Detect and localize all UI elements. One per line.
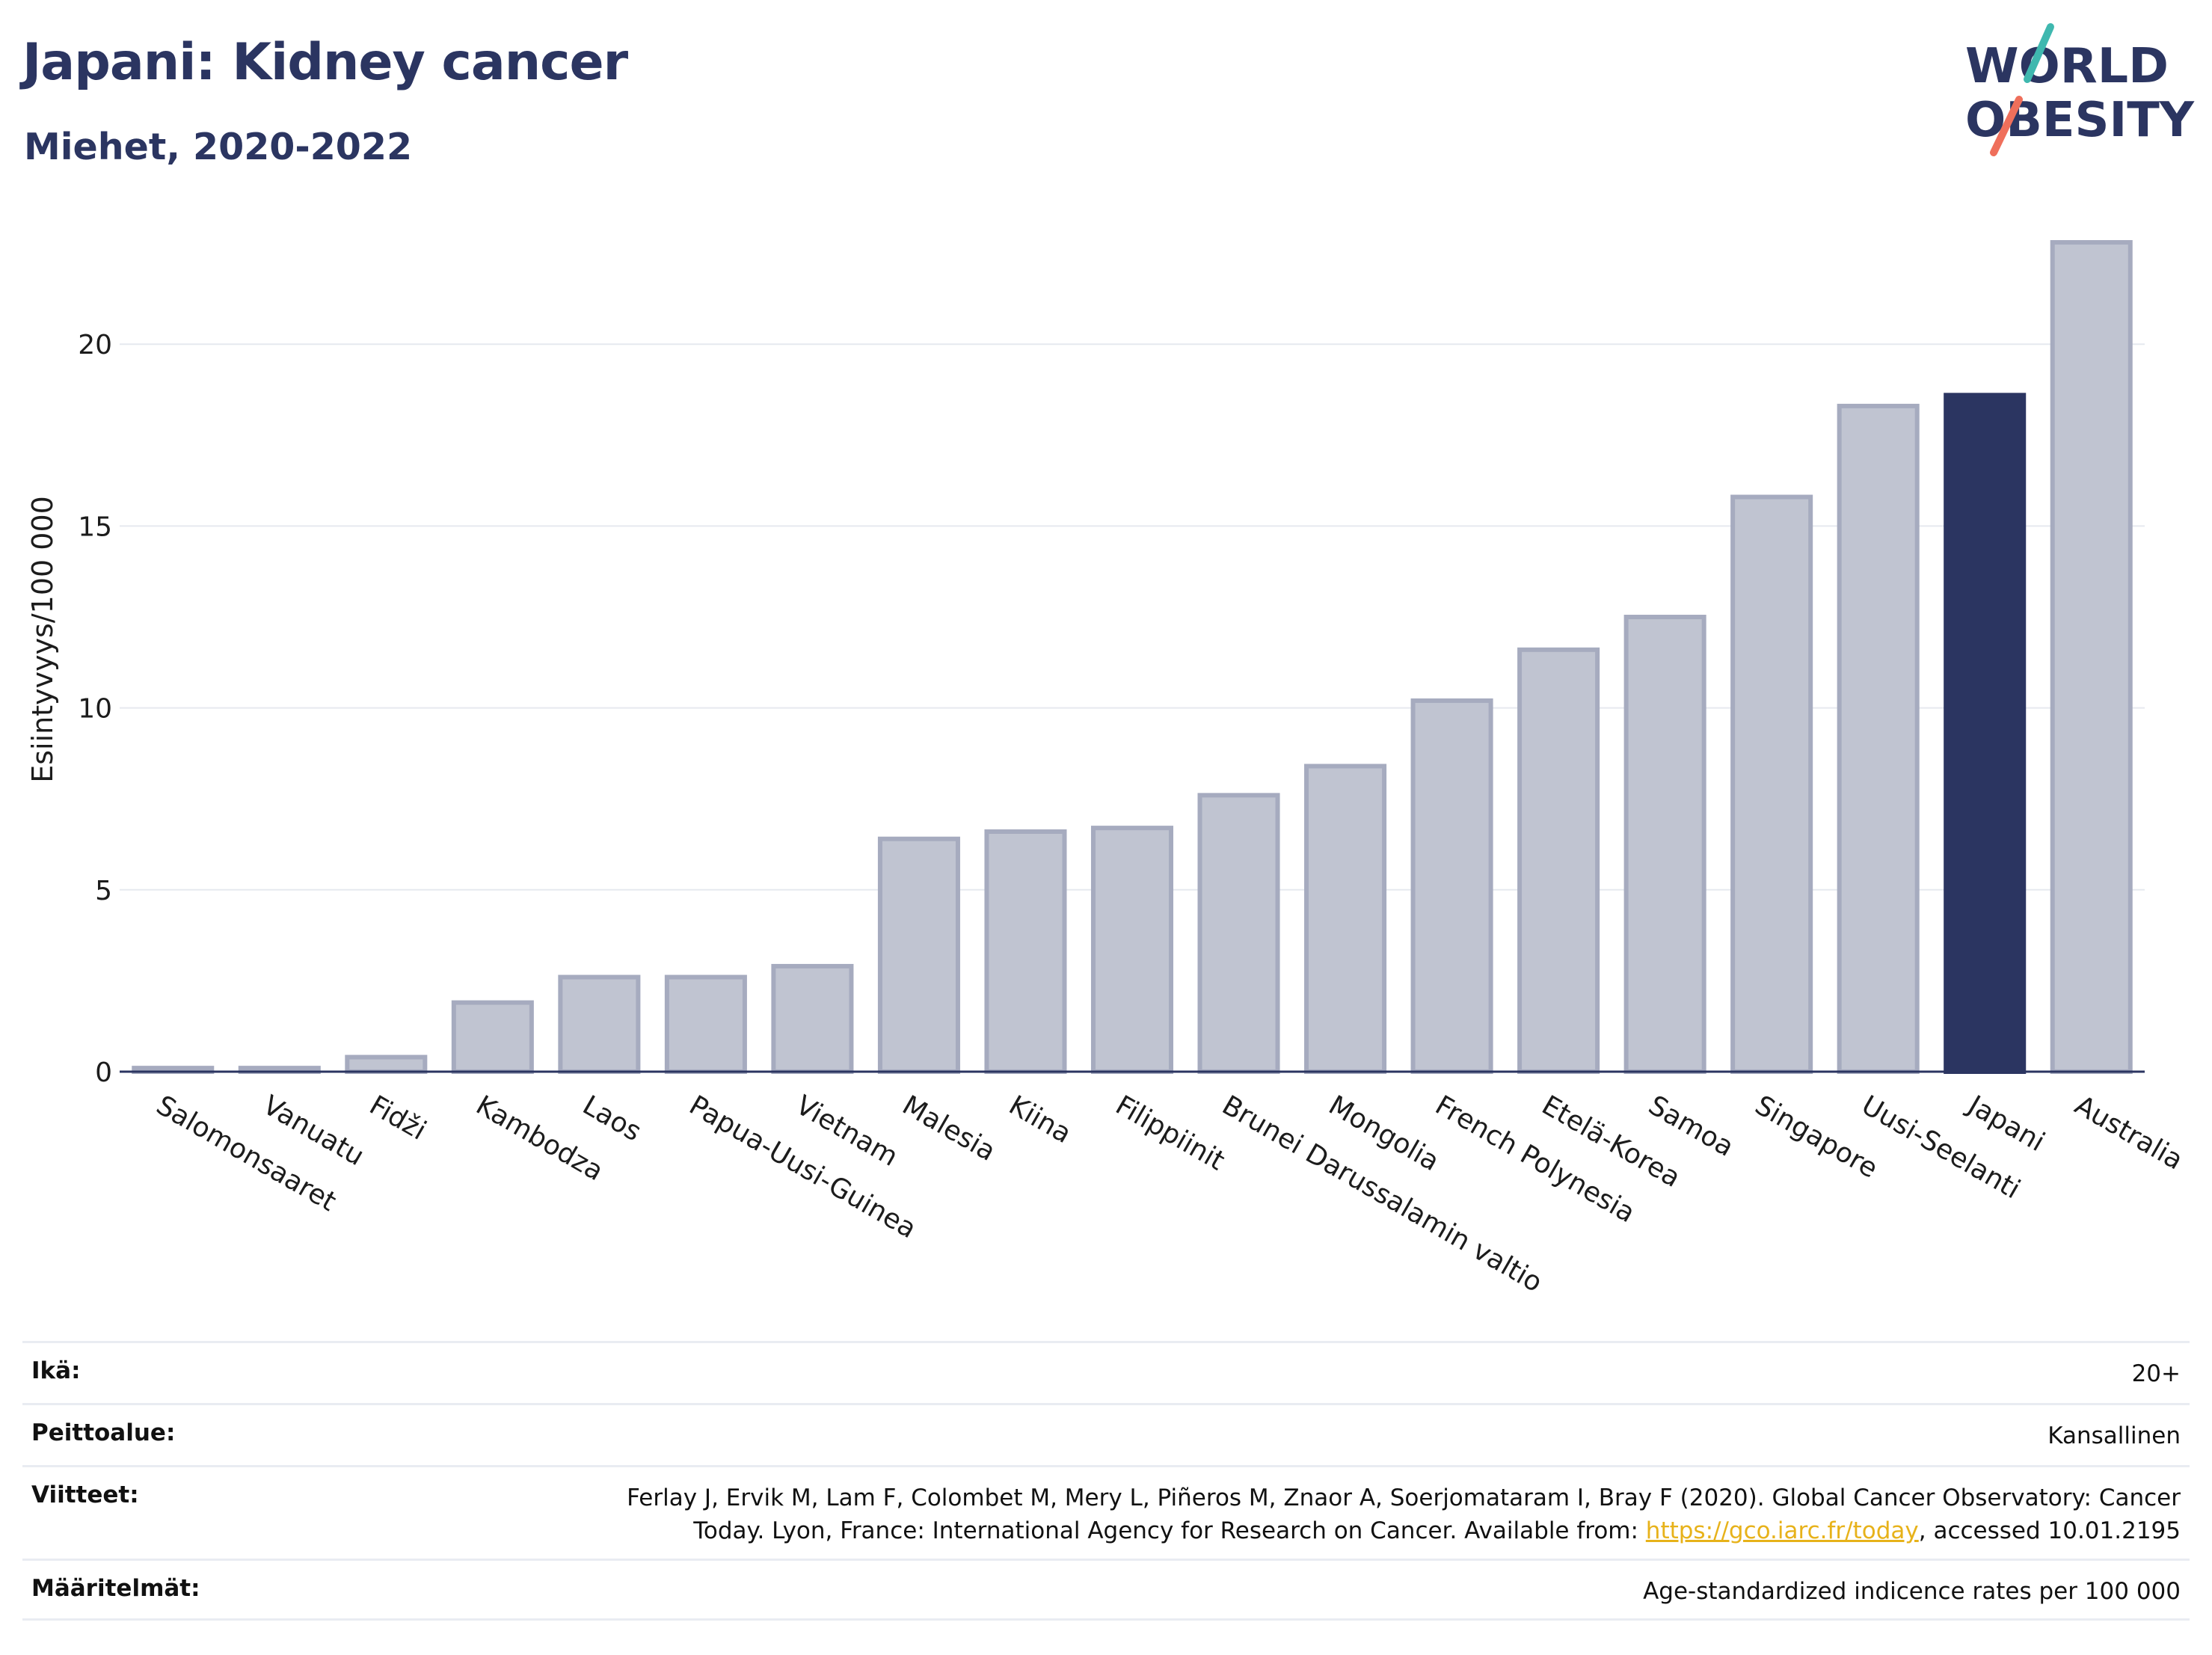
x-tick-label: Malesia [897,1090,1001,1167]
meta-row-references: Viitteet: Ferlay J, Ervik M, Lam F, Colo… [22,1465,2190,1559]
x-tick-label: Laos [577,1090,646,1147]
x-tick-label: Kiina [1004,1090,1076,1149]
coverage-label: Peittoalue: [31,1419,176,1446]
logo-slash-top [2024,23,2054,83]
meta-row-age: Ikä: 20+ [22,1341,2190,1403]
meta-row-coverage: Peittoalue: Kansallinen [22,1403,2190,1465]
bar-singapore[interactable] [1730,494,1813,1074]
bar-malesia[interactable] [877,836,960,1074]
references-text-3: , accessed 10.01.2195 [1918,1517,2181,1544]
bar-french-polynesia[interactable] [1410,698,1493,1074]
x-tick-label: Australia [2069,1090,2187,1176]
x-tick-label: French Polynesia [1430,1090,1640,1229]
y-tick-label: 15 [78,512,112,542]
meta-row-definitions: Määritelmät: Age-standardized indicence … [22,1559,2190,1621]
bar-etelä-korea[interactable] [1517,647,1600,1074]
bar-filippiinit[interactable] [1090,826,1174,1074]
references-label: Viitteet: [31,1481,139,1508]
references-value: Ferlay J, Ervik M, Lam F, Colombet M, Me… [627,1481,2181,1547]
world-obesity-logo: WORLD OBESITY [1965,23,2195,156]
age-value: 20+ [2131,1360,2181,1387]
bar-japani[interactable] [1944,393,2027,1074]
y-tick-label: 0 [95,1057,112,1088]
y-axis-label: Esiintyvyys/100 000 [26,496,59,783]
x-tick-label: Japani [1961,1089,2050,1158]
bar-uusi-seelanti[interactable] [1837,403,1920,1074]
definitions-label: Määritelmät: [31,1575,200,1602]
chart-title: Japani: Kidney cancer [22,33,628,92]
metadata-table: Ikä: 20+ Peittoalue: Kansallinen Viittee… [22,1341,2190,1621]
x-tick-label: Salomonsaaret [151,1090,341,1218]
bars [132,240,2133,1075]
references-text-1: Ferlay J, Ervik M, Lam F, Colombet M, Me… [627,1484,2181,1511]
bar-vietnam[interactable] [771,963,854,1075]
bar-brunei-darussalamin-valtio[interactable] [1197,793,1280,1074]
references-text-2: Today. Lyon, France: International Agenc… [693,1517,1646,1544]
x-tick-label: Fidži [364,1090,431,1146]
references-link[interactable]: https://gco.iarc.fr/today [1645,1517,1919,1544]
y-tick-label: 10 [78,694,112,725]
bar-samoa[interactable] [1623,615,1706,1074]
x-tick-label: Filippiinit [1110,1090,1230,1176]
logo-slash-bottom [1990,96,2023,156]
definitions-value: Age-standardized indicence rates per 100… [1643,1578,2181,1605]
logo-line1: WORLD [1965,39,2169,94]
age-label: Ikä: [31,1357,81,1384]
y-tick-label: 5 [95,876,112,906]
bar-laos[interactable] [558,974,641,1074]
chart-subtitle: Miehet, 2020-2022 [24,126,413,168]
bar-kambodza[interactable] [451,1000,534,1075]
bar-kiina[interactable] [984,829,1067,1074]
bar-australia[interactable] [2050,240,2133,1075]
bar-papua-uusi-guinea[interactable] [664,974,747,1074]
y-tick-label: 20 [78,330,112,360]
bar-fid-i[interactable] [345,1054,428,1074]
bar-mongolia[interactable] [1304,764,1387,1075]
coverage-value: Kansallinen [2047,1422,2181,1449]
